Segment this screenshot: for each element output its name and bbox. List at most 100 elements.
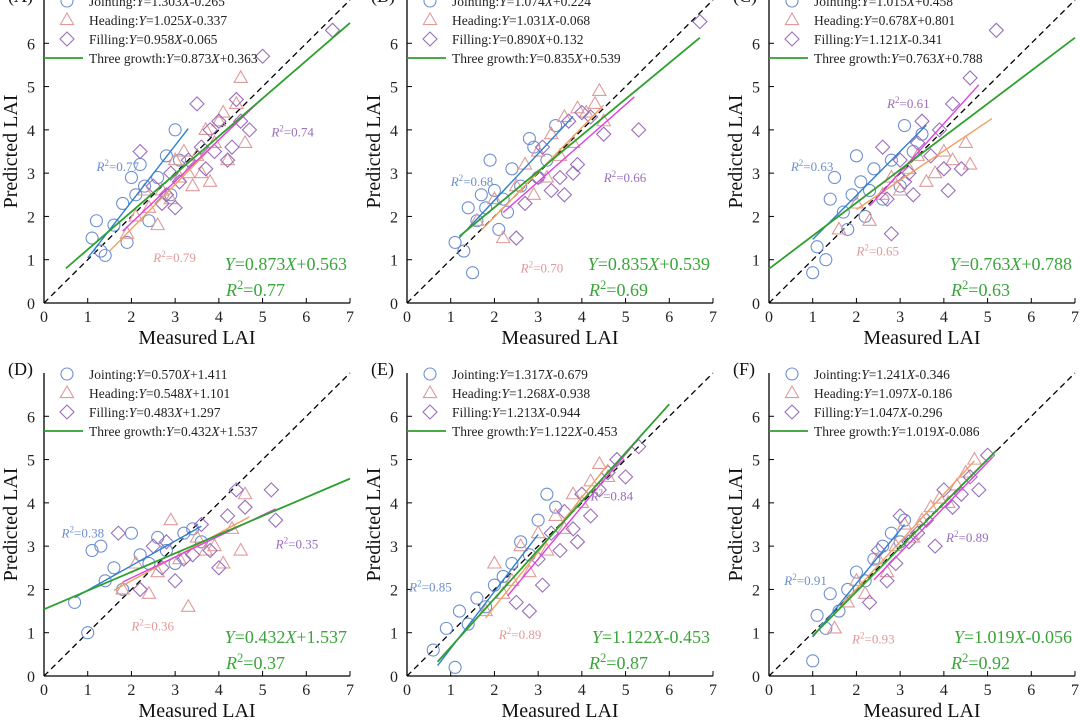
x-tick-label: 6 [1027, 682, 1035, 699]
legend-entry-jointing: Jointing:Y=1.015X+0.458 [814, 0, 953, 9]
y-tick-label: 0 [27, 669, 35, 686]
filling-point [206, 143, 223, 160]
heading-point [944, 152, 961, 166]
jointing-point [470, 591, 484, 605]
panel-d: 0 1 2 3 4 5 6 7 0 1 2 3 4 5 6 Measured LAI Predicted LAI… [0, 359, 354, 720]
overall-r2: R2=0.77 [225, 278, 285, 300]
x-tick-label: 0 [765, 309, 773, 326]
jointing-point [439, 621, 453, 635]
x-tick-label: 2 [852, 309, 860, 326]
heading-point [857, 585, 873, 599]
heading-point [936, 143, 952, 157]
jointing-point [124, 170, 138, 185]
legend-marker-jointing [785, 367, 799, 381]
y-tick-label: 0 [752, 669, 760, 686]
overall-r2: R2=0.63 [950, 278, 1010, 300]
three-growth-fit-line [812, 449, 997, 637]
panel-label: (B) [371, 0, 395, 7]
filling-point [158, 534, 175, 550]
jointing-point [522, 131, 536, 146]
jointing-point [823, 587, 837, 601]
heading-point [237, 134, 253, 148]
heading-point [966, 451, 983, 465]
filling-point [552, 169, 568, 186]
panel-b: 0 1 2 3 4 5 6 7 0 1 2 3 4 5 6 Measured LAI Predicted LAI… [363, 0, 717, 349]
heading-point [211, 113, 227, 127]
legend-entry-heading: Heading:Y=1.025X-0.337 [89, 13, 227, 28]
heading-point [870, 551, 886, 565]
filling-point [543, 182, 560, 199]
filling-point [508, 230, 525, 246]
heading-r2-label: R2=0.89 [498, 626, 542, 642]
legend-marker-heading [422, 384, 438, 399]
legend-entry-heading: Heading:Y=0.548X+1.101 [89, 386, 230, 401]
legend-entry-filling: Filling:Y=1.047X-0.296 [814, 405, 943, 420]
jointing-fit-line [87, 128, 189, 259]
jointing-point [806, 654, 820, 668]
jointing-point [479, 600, 493, 614]
filling-point [944, 499, 961, 515]
jointing-point [897, 118, 912, 133]
filling-point [962, 70, 978, 86]
heading-point [171, 551, 188, 565]
jointing-point [116, 196, 130, 210]
jointing-point [867, 162, 881, 176]
heading-point [478, 602, 494, 617]
x-axis-title: Measured LAI [501, 700, 618, 720]
y-tick-label: 2 [27, 209, 35, 226]
legend-entry-heading: Heading:Y=1.031X-0.068 [452, 13, 590, 28]
y-tick-label: 3 [390, 539, 398, 556]
y-tick-label: 5 [27, 453, 35, 470]
legend-entry-jointing: Jointing:Y=1.303X-0.265 [89, 0, 225, 9]
filling-point [909, 135, 926, 151]
heading-point [927, 165, 943, 179]
legend-marker-filling [784, 404, 800, 420]
filling-point [184, 547, 201, 563]
y-tick-label: 1 [27, 253, 35, 270]
jointing-point [137, 179, 152, 193]
jointing-point [168, 123, 182, 137]
heading-fit-line [838, 460, 975, 609]
jointing-r2-label: R2=0.77 [95, 158, 139, 174]
three-growth-fit-line [43, 477, 351, 611]
y-axis-title: Predicted LAI [0, 468, 22, 582]
heading-point [896, 516, 913, 530]
jointing-fit-line [812, 524, 906, 638]
y-tick-label: 0 [390, 296, 398, 313]
filling-point [211, 560, 227, 576]
heading-point [141, 585, 157, 599]
filling-point [931, 122, 948, 138]
heading-point [931, 490, 948, 504]
heading-point [892, 182, 908, 196]
heading-point [150, 564, 166, 578]
jointing-point [151, 530, 165, 545]
jointing-point [85, 543, 99, 558]
heading-point [115, 581, 131, 595]
jointing-point [120, 235, 134, 249]
heading-point [150, 216, 166, 231]
x-tick-label: 6 [1027, 309, 1035, 326]
filling-point [228, 482, 245, 498]
y-tick-label: 6 [390, 36, 398, 53]
heading-point [918, 173, 934, 187]
filling-point [988, 22, 1005, 39]
x-tick-label: 1 [809, 309, 817, 326]
heading-point [141, 199, 157, 213]
jointing-point [549, 118, 563, 133]
three-growth-fit-line [436, 403, 670, 663]
jointing-fit-line [458, 115, 574, 239]
filling-point [158, 187, 175, 203]
filling-point [189, 96, 205, 112]
y-tick-label: 2 [752, 209, 760, 226]
filling-fit-line [873, 457, 993, 581]
x-tick-label: 5 [622, 309, 630, 326]
y-tick-label: 5 [390, 453, 398, 470]
legend-entry-heading: Heading:Y=1.268X-0.938 [452, 386, 590, 401]
jointing-point [94, 539, 108, 553]
x-tick-label: 7 [1071, 309, 1079, 326]
heading-r2-label: R2=0.93 [851, 631, 895, 647]
y-tick-label: 2 [752, 582, 760, 599]
x-tick-label: 6 [302, 682, 310, 699]
x-tick-label: 7 [346, 309, 354, 326]
legend-marker-filling [59, 404, 75, 420]
